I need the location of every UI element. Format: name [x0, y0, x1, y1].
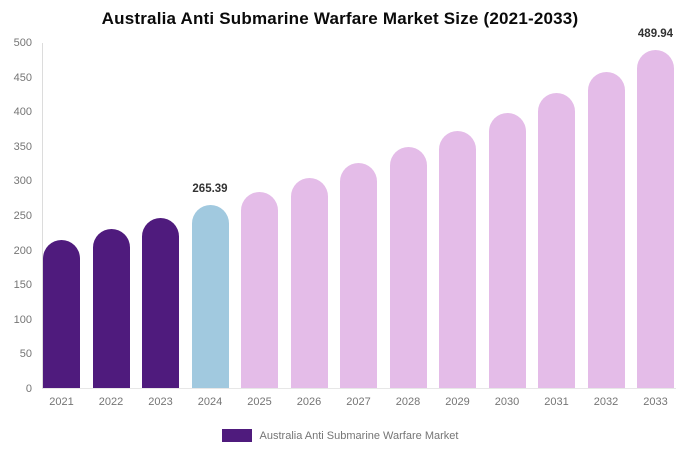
- bar-2032[interactable]: [587, 71, 625, 388]
- bar-value-label: 265.39: [192, 182, 228, 195]
- y-tick-label: 100: [13, 313, 32, 326]
- bar-2028[interactable]: [389, 147, 427, 388]
- y-tick-label: 250: [13, 210, 32, 222]
- x-axis-label: 2024: [197, 396, 223, 408]
- bar-2029[interactable]: [439, 130, 476, 388]
- bar-column: 2031: [538, 43, 575, 408]
- x-axis-label: 2021: [49, 396, 74, 408]
- bar-value-label: 489.94: [637, 27, 674, 40]
- bar-column: 2028: [389, 43, 427, 408]
- bar-column: 489.94 2033: [637, 28, 674, 408]
- legend-label: Australia Anti Submarine Warfare Market: [259, 429, 459, 442]
- legend-swatch: [221, 429, 252, 442]
- x-axis-label: 2027: [346, 396, 371, 408]
- bar-column: 2030: [488, 43, 526, 408]
- x-axis-label: 2026: [296, 396, 322, 408]
- y-axis: 0 50 100 150 200 250 300 350 400 450 500: [0, 37, 37, 395]
- x-axis-label: 2028: [395, 396, 421, 408]
- chart-title: Australia Anti Submarine Warfare Market …: [101, 9, 579, 28]
- x-axis-label: 2025: [247, 396, 272, 408]
- y-tick-label: 350: [13, 140, 32, 153]
- y-tick-label: 450: [13, 71, 32, 84]
- bar-2024[interactable]: [191, 204, 229, 388]
- bar-2025[interactable]: [241, 192, 278, 388]
- bar-column: 2032: [587, 43, 625, 408]
- y-tick-label: 0: [25, 383, 32, 395]
- bar-column: 2029: [439, 43, 476, 408]
- bar-2027[interactable]: [340, 163, 377, 388]
- bar-2030[interactable]: [488, 112, 526, 388]
- legend[interactable]: Australia Anti Submarine Warfare Market: [0, 429, 680, 442]
- bar-2022[interactable]: [92, 229, 130, 388]
- plot-area: 2021 2022 2023 265.39 2024 2025 2026 2027 2028 20…: [42, 28, 676, 408]
- bar-column: 2026: [290, 43, 328, 408]
- y-tick-label: 50: [19, 348, 32, 361]
- bar-column: 265.39 2024: [191, 43, 229, 408]
- bar-column: 2027: [340, 43, 377, 408]
- y-tick-label: 500: [13, 37, 32, 49]
- x-axis-label: 2031: [544, 396, 569, 408]
- bar-2023[interactable]: [142, 217, 179, 388]
- x-axis-label: 2033: [643, 396, 668, 408]
- x-axis-label: 2029: [445, 396, 470, 408]
- x-axis-label: 2032: [593, 396, 619, 408]
- bar-column: 2025: [241, 43, 278, 408]
- bar-column: 2021: [43, 43, 80, 408]
- bar-column: 2023: [142, 43, 179, 408]
- x-axis-label: 2030: [494, 396, 520, 408]
- bar-2033[interactable]: [637, 49, 674, 388]
- y-tick-label: 150: [13, 279, 32, 292]
- bar-column: 2022: [92, 43, 130, 408]
- bar-2021[interactable]: [43, 239, 80, 388]
- bar-2031[interactable]: [538, 92, 575, 388]
- y-tick-label: 200: [13, 244, 32, 257]
- x-axis-label: 2023: [148, 396, 173, 408]
- bars-container: 2021 2022 2023 265.39 2024 2025 2026 2027 2028 20…: [43, 28, 674, 408]
- y-tick-label: 300: [13, 175, 32, 188]
- y-tick-label: 400: [13, 106, 32, 119]
- bar-2026[interactable]: [290, 178, 328, 388]
- x-axis-label: 2022: [98, 396, 124, 408]
